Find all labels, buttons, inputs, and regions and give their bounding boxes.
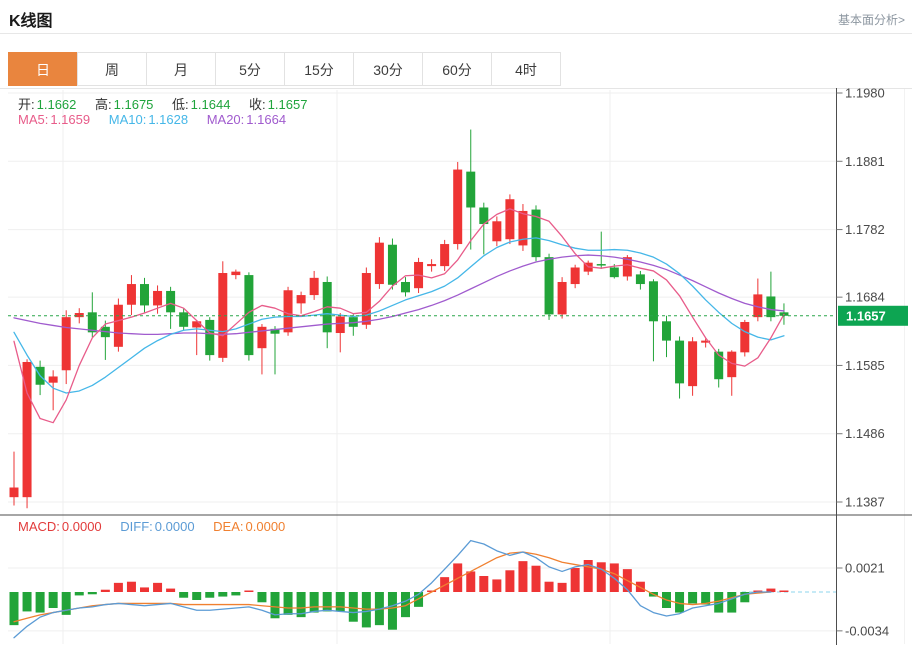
ohlc-close-label: 收:	[249, 97, 266, 112]
ohlc-high-value: 1.1675	[113, 97, 154, 112]
ohlc-open-value: 1.1662	[36, 97, 77, 112]
fundamental-analysis-link[interactable]: 基本面分析>	[837, 13, 905, 27]
svg-text:1.1486: 1.1486	[845, 426, 885, 441]
macd-label: MACD:	[18, 519, 60, 534]
ohlc-close: 收: 1.1657	[249, 97, 307, 112]
ma20-value: 1.1664	[246, 112, 287, 127]
diff-label: DIFF:	[120, 519, 153, 534]
ohlc-open: 开: 1.1662	[18, 97, 76, 112]
ma-legend: MA5: 1.1659 MA10: 1.1628 MA20: 1.1664	[18, 112, 301, 127]
dea-item: DEA: 0.0000	[213, 519, 285, 534]
header-divider	[0, 33, 912, 34]
ma20-item: MA20: 1.1664	[207, 112, 286, 127]
period-tab-bar: 日 周 月 5分 15分 30分 60分 4时	[8, 52, 561, 86]
svg-text:1.1585: 1.1585	[845, 358, 885, 373]
ohlc-open-label: 开:	[18, 97, 35, 112]
svg-text:1.1684: 1.1684	[845, 290, 885, 305]
ohlc-high-label: 高:	[95, 97, 112, 112]
svg-text:0.0021: 0.0021	[845, 561, 885, 576]
tab-week[interactable]: 周	[77, 52, 147, 86]
svg-text:1.1657: 1.1657	[846, 308, 886, 323]
ma10-value: 1.1628	[148, 112, 189, 127]
ohlc-high: 高: 1.1675	[95, 97, 153, 112]
svg-text:1.1881: 1.1881	[845, 154, 885, 169]
tab-month[interactable]: 月	[146, 52, 216, 86]
kline-chart-canvas[interactable]: 1.1980 1.1881 1.1782 1.1684 1.1585 1.1486 1.13…	[0, 88, 912, 645]
tab-5min[interactable]: 5分	[215, 52, 285, 86]
ma10-item: MA10: 1.1628	[109, 112, 188, 127]
ohlc-legend: 开: 1.1662 高: 1.1675 低: 1.1644 收: 1.1657	[18, 94, 322, 113]
ma5-label: MA5:	[18, 112, 49, 127]
dea-label: DEA:	[213, 519, 244, 534]
tab-60min[interactable]: 60分	[422, 52, 492, 86]
ohlc-low: 低: 1.1644	[172, 97, 230, 112]
tab-30min[interactable]: 30分	[353, 52, 423, 86]
macd-item: MACD: 0.0000	[18, 519, 102, 534]
page-title: K线图	[9, 13, 53, 30]
ma5-item: MA5: 1.1659	[18, 112, 90, 127]
ohlc-close-value: 1.1657	[267, 97, 308, 112]
svg-text:1.1387: 1.1387	[845, 495, 885, 510]
tab-15min[interactable]: 15分	[284, 52, 354, 86]
diff-value: 0.0000	[154, 519, 195, 534]
svg-text:-0.0034: -0.0034	[845, 623, 889, 638]
svg-text:1.1980: 1.1980	[845, 88, 885, 101]
ma5-value: 1.1659	[50, 112, 91, 127]
ohlc-low-value: 1.1644	[190, 97, 231, 112]
ma20-label: MA20:	[206, 112, 245, 127]
ohlc-low-label: 低:	[172, 97, 189, 112]
macd-value: 0.0000	[61, 519, 102, 534]
tab-day[interactable]: 日	[8, 52, 78, 86]
tab-4hour[interactable]: 4时	[491, 52, 561, 86]
dea-value: 0.0000	[245, 519, 286, 534]
svg-text:1.1782: 1.1782	[845, 222, 885, 237]
ma10-label: MA10:	[108, 112, 147, 127]
macd-legend: MACD: 0.0000 DIFF: 0.0000 DEA: 0.0000	[18, 519, 300, 534]
diff-item: DIFF: 0.0000	[120, 519, 194, 534]
